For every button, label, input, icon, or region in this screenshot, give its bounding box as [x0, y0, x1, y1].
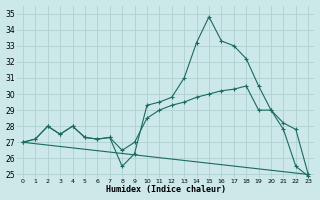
X-axis label: Humidex (Indice chaleur): Humidex (Indice chaleur) — [106, 185, 226, 194]
